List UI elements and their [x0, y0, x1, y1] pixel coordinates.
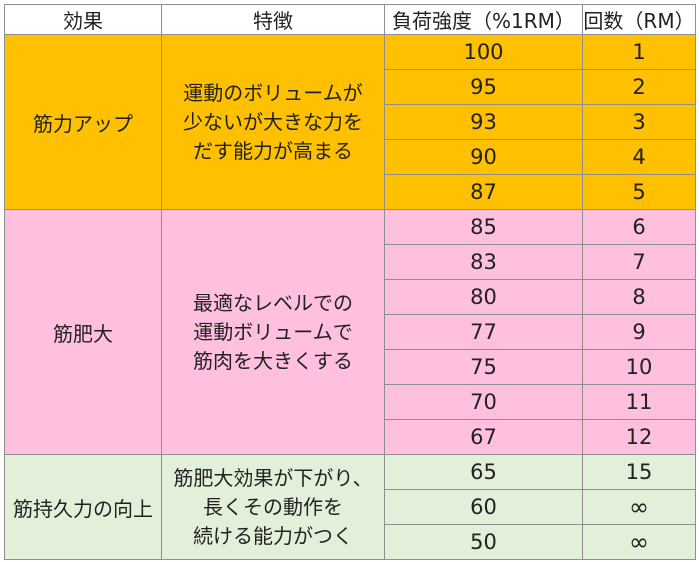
intensity-cell: 93: [384, 104, 583, 140]
feature-line: 運動ボリュームで: [193, 319, 353, 344]
table-row: 筋力アップ 運動のボリュームが 少ないが大きな力を だす能力が高まる 100 1: [4, 34, 696, 210]
feature-line: 筋肉を大きくする: [193, 348, 353, 373]
reps-cell: 6: [582, 209, 696, 245]
header-reps: 回数（RM）: [582, 4, 696, 35]
reps-cell: 11: [582, 384, 696, 420]
effect-cell-strength: 筋力アップ: [4, 34, 162, 210]
feature-line: 筋肥大効果が下がり、: [173, 465, 373, 490]
intensity-cell: 65: [384, 454, 583, 490]
header-effect: 効果: [4, 4, 162, 35]
table-row: 83 7: [5, 244, 696, 280]
reps-cell: 4: [582, 139, 696, 175]
table-row: 筋肥大 最適なレベルでの 運動ボリュームで 筋肉を大きくする 85 6: [4, 209, 696, 455]
feature-cell-strength: 運動のボリュームが 少ないが大きな力を だす能力が高まる: [161, 34, 385, 210]
intensity-cell: 67: [384, 419, 583, 455]
reps-cell: 7: [582, 244, 696, 280]
intensity-cell: 90: [384, 139, 583, 175]
table-row: 70 11: [5, 384, 696, 420]
feature-line: 少ないが大きな力を: [183, 109, 363, 134]
training-intensity-table: 効果 特徴 負荷強度（%1RM） 回数（RM） 筋力アップ 運動のボリュームが …: [4, 4, 696, 560]
reps-cell: 9: [582, 314, 696, 350]
intensity-cell: 85: [384, 209, 583, 245]
table-row: 75 10: [5, 349, 696, 385]
table-row: 80 8: [5, 279, 696, 315]
feature-cell-hypertrophy: 最適なレベルでの 運動ボリュームで 筋肉を大きくする: [161, 209, 385, 455]
intensity-cell: 70: [384, 384, 583, 420]
table-row: 95 2: [5, 69, 696, 105]
reps-cell: 3: [582, 104, 696, 140]
feature-line: だす能力が高まる: [193, 138, 353, 163]
effect-cell-hypertrophy: 筋肥大: [4, 209, 162, 455]
reps-cell: 15: [582, 454, 696, 490]
table-row: 60 ∞: [5, 489, 696, 525]
effect-cell-endurance: 筋持久力の向上: [4, 454, 162, 560]
table-row: 90 4: [5, 139, 696, 175]
reps-cell: 12: [582, 419, 696, 455]
intensity-cell: 60: [384, 489, 583, 525]
reps-cell: 2: [582, 69, 696, 105]
reps-cell: ∞: [582, 489, 696, 525]
feature-line: 長くその動作を: [203, 494, 343, 519]
intensity-cell: 50: [384, 524, 583, 560]
feature-line: 続ける能力がつく: [193, 523, 353, 548]
feature-line: 運動のボリュームが: [183, 80, 363, 105]
intensity-cell: 77: [384, 314, 583, 350]
table-row: 87 5: [5, 174, 696, 210]
intensity-cell: 100: [384, 34, 583, 70]
intensity-cell: 75: [384, 349, 583, 385]
table-row: 77 9: [5, 314, 696, 350]
intensity-cell: 87: [384, 174, 583, 210]
table-row: 50 ∞: [5, 524, 696, 560]
reps-cell: 5: [582, 174, 696, 210]
intensity-cell: 95: [384, 69, 583, 105]
header-intensity: 負荷強度（%1RM）: [384, 4, 583, 35]
feature-cell-endurance: 筋肥大効果が下がり、 長くその動作を 続ける能力がつく: [161, 454, 385, 560]
reps-cell: 10: [582, 349, 696, 385]
header-feature: 特徴: [161, 4, 385, 35]
table-row: 93 3: [5, 104, 696, 140]
reps-cell: 1: [582, 34, 696, 70]
feature-line: 最適なレベルでの: [193, 290, 353, 315]
reps-cell: ∞: [582, 524, 696, 560]
header-row: 効果 特徴 負荷強度（%1RM） 回数（RM）: [4, 4, 696, 35]
reps-cell: 8: [582, 279, 696, 315]
intensity-cell: 83: [384, 244, 583, 280]
table-row: 67 12: [5, 419, 696, 455]
table-row: 筋持久力の向上 筋肥大効果が下がり、 長くその動作を 続ける能力がつく 65 1…: [4, 454, 696, 560]
intensity-cell: 80: [384, 279, 583, 315]
